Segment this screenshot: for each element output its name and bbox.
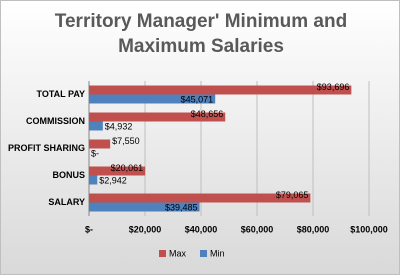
bar bbox=[89, 94, 216, 104]
data-label: $2,942 bbox=[99, 175, 127, 185]
x-tick-label: $80,000 bbox=[297, 224, 330, 234]
legend-label: Max bbox=[169, 248, 187, 258]
bar bbox=[89, 85, 352, 95]
x-tick-label: $60,000 bbox=[241, 224, 274, 234]
bar bbox=[89, 175, 98, 185]
bar bbox=[89, 139, 111, 149]
legend-swatch bbox=[200, 250, 208, 257]
data-label: $79,065 bbox=[276, 190, 309, 200]
data-label: $93,696 bbox=[317, 82, 350, 92]
data-label: $- bbox=[91, 148, 99, 158]
y-tick-label: COMMISSION bbox=[26, 116, 85, 126]
data-label: $39,485 bbox=[165, 202, 198, 212]
legend-label: Min bbox=[210, 248, 225, 258]
y-tick-label: PROFIT SHARING bbox=[8, 143, 85, 153]
chart-title: Territory Manager' Minimum and Maximum S… bbox=[54, 11, 348, 57]
bar bbox=[89, 112, 226, 122]
y-tick-label: TOTAL PAY bbox=[36, 89, 85, 99]
bar bbox=[89, 202, 200, 212]
bar bbox=[89, 166, 146, 176]
y-tick-label: BONUS bbox=[52, 170, 85, 180]
y-tick-label: SALARY bbox=[48, 197, 85, 207]
legend-swatch bbox=[159, 250, 166, 257]
x-tick-label: $40,000 bbox=[185, 224, 218, 234]
bar bbox=[89, 121, 103, 131]
x-tick-label: $100,000 bbox=[350, 224, 388, 234]
data-label: $7,550 bbox=[112, 136, 140, 146]
data-label: $45,071 bbox=[181, 94, 214, 104]
data-label: $4,932 bbox=[105, 121, 133, 131]
x-tick-label: $20,000 bbox=[129, 224, 162, 234]
data-label: $20,061 bbox=[111, 163, 144, 173]
bar bbox=[89, 193, 311, 203]
data-label: $48,656 bbox=[191, 109, 224, 119]
x-tick-label: $- bbox=[85, 224, 93, 234]
